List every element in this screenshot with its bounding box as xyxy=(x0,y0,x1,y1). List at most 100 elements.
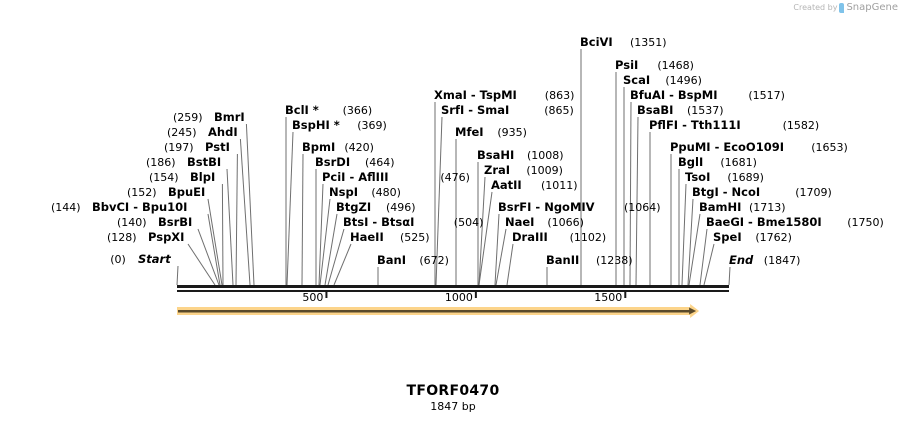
site-name: End xyxy=(729,253,754,267)
site-ahdi[interactable]: (245) AhdI xyxy=(167,125,238,139)
site-name: BtsI - BtsαI xyxy=(343,215,414,229)
site-mfei[interactable]: (935) MfeI xyxy=(455,125,527,139)
site-connector-line xyxy=(301,153,304,286)
snapgene-logo-icon xyxy=(839,2,845,13)
site-position: (197) xyxy=(164,141,194,154)
site-psii[interactable]: (1468) PsiI xyxy=(615,58,694,72)
site-btsi-bts-i[interactable]: (504) BtsI - BtsαI xyxy=(343,215,483,229)
feature-line xyxy=(178,310,692,313)
site-name: BamHI xyxy=(699,200,741,214)
site-position: (245) xyxy=(167,126,197,139)
site-bsrbi[interactable]: (140) BsrBI xyxy=(117,215,192,229)
site-name: ScaI xyxy=(623,73,650,87)
site-name: BlpI xyxy=(190,170,215,184)
site-name: DraIII xyxy=(512,230,548,244)
site-xmai-tspmi[interactable]: (863) XmaI - TspMI xyxy=(434,88,574,102)
site-start[interactable]: (0) Start xyxy=(110,252,171,266)
site-bbvci-bpu10i[interactable]: (144) BbvCI - Bpu10I xyxy=(51,200,187,214)
site-btgi-ncoi[interactable]: (1709) BtgI - NcoI xyxy=(692,185,832,199)
site-bsahi[interactable]: (1008) BsaHI xyxy=(477,148,564,162)
site-connector-line xyxy=(197,228,220,286)
snapgene-watermark: Created by SnapGene xyxy=(793,2,898,13)
site-name: ZraI xyxy=(484,163,510,177)
site-banii[interactable]: (1238) BanII xyxy=(546,253,633,267)
site-bcivi[interactable]: (1351) BciVI xyxy=(580,35,667,49)
site-connector-line xyxy=(239,138,251,286)
site-position: (1750) xyxy=(847,216,884,229)
site-bmri[interactable]: (259) BmrI xyxy=(173,110,245,124)
site-position: (1009) xyxy=(526,164,563,177)
site-position: (1653) xyxy=(811,141,848,154)
site-connector-line xyxy=(699,228,708,286)
site-bsrdi[interactable]: (464) BsrDI xyxy=(315,155,395,169)
site-name: BsaHI xyxy=(477,148,514,162)
site-connector-line xyxy=(681,183,687,286)
site-connector-line xyxy=(318,183,324,286)
site-name: SrfI - SmaI xyxy=(441,103,509,117)
site-name: BpmI xyxy=(302,140,335,154)
site-haeii[interactable]: (525) HaeII xyxy=(350,230,430,244)
site-btgzi[interactable]: (496) BtgZI xyxy=(336,200,416,214)
site-position: (1847) xyxy=(764,254,801,267)
site-pcii-afliii[interactable]: (476) PciI - AflIII xyxy=(322,170,470,184)
site-zrai[interactable]: (1009) ZraI xyxy=(484,163,563,177)
site-pflfi-tth111i[interactable]: (1582) PflFI - Tth111I xyxy=(649,118,819,132)
site-aatii[interactable]: (1011) AatII xyxy=(491,178,578,192)
site-name: BclI * xyxy=(285,103,319,117)
site-name: BtgZI xyxy=(336,200,371,214)
ruler-tick-label: 500 xyxy=(302,291,323,304)
site-connector-line xyxy=(478,191,493,286)
site-name: Start xyxy=(138,252,171,266)
site-position: (496) xyxy=(386,201,416,214)
site-bpmi[interactable]: (420) BpmI xyxy=(302,140,374,154)
site-bpuei[interactable]: (152) BpuEI xyxy=(127,185,205,199)
site-spei[interactable]: (1762) SpeI xyxy=(713,230,792,244)
site-connector-line xyxy=(687,198,694,286)
site-pspxi[interactable]: (128) PspXI xyxy=(107,230,184,244)
site-bamhi[interactable]: (1713) BamHI xyxy=(699,200,786,214)
site-bsabi[interactable]: (1537) BsaBI xyxy=(637,103,724,117)
site-position: (369) xyxy=(357,119,387,132)
site-name: HaeII xyxy=(350,230,384,244)
site-bstbi[interactable]: (186) BstBI xyxy=(146,155,221,169)
site-connector-line xyxy=(207,213,221,286)
site-position: (525) xyxy=(400,231,430,244)
site-position: (186) xyxy=(146,156,176,169)
sequence-ruler: 500 1000 1500 xyxy=(177,285,729,304)
site-tsoi[interactable]: (1689) TsoI xyxy=(685,170,764,184)
site-name: BstBI xyxy=(187,155,221,169)
ruler-tick xyxy=(474,291,477,298)
site-position: (1709) xyxy=(795,186,832,199)
site-position: (504) xyxy=(454,216,484,229)
site-bgli[interactable]: (1681) BglI xyxy=(678,155,757,169)
site-end[interactable]: (1847) End xyxy=(729,253,800,267)
site-bani[interactable]: (672) BanI xyxy=(377,253,449,267)
site-naei[interactable]: (1066) NaeI xyxy=(505,215,584,229)
site-name: BmrI xyxy=(214,110,245,124)
site-bsphi[interactable]: (369) BspHI * xyxy=(292,118,387,132)
site-draiii[interactable]: (1102) DraIII xyxy=(512,230,606,244)
site-nspi[interactable]: (480) NspI xyxy=(329,185,401,199)
site-psti[interactable]: (197) PstI xyxy=(164,140,230,154)
site-bfuai-bspmi[interactable]: (1517) BfuAI - BspMI xyxy=(630,88,785,102)
site-position: (863) xyxy=(545,89,575,102)
site-name: AhdI xyxy=(208,125,238,139)
site-name: BbvCI - Bpu10I xyxy=(92,200,187,214)
site-srfi-smai[interactable]: (865) SrfI - SmaI xyxy=(441,103,574,117)
site-connector-line xyxy=(187,243,216,286)
site-position: (935) xyxy=(497,126,527,139)
site-baegi-bme1580i[interactable]: (1750) BaeGI - Bme1580I xyxy=(706,215,884,229)
site-blpi[interactable]: (154) BlpI xyxy=(149,170,215,184)
site-ppumi-ecoo109i[interactable]: (1653) PpuMI - EcoO109I xyxy=(670,140,848,154)
site-position: (1066) xyxy=(547,216,584,229)
site-bcli[interactable]: (366) BclI * xyxy=(285,103,372,117)
site-scai[interactable]: (1496) ScaI xyxy=(623,73,702,87)
site-connector-line xyxy=(319,198,331,286)
site-position: (1689) xyxy=(727,171,764,184)
site-name: BsrDI xyxy=(315,155,350,169)
orf-feature-arrow[interactable] xyxy=(177,304,700,318)
site-name: BsrFI - NgoMIV xyxy=(498,200,595,214)
site-bsrfi-ngomiv[interactable]: (1064) BsrFI - NgoMIV xyxy=(498,200,661,214)
site-position: (144) xyxy=(51,201,81,214)
site-position: (1681) xyxy=(720,156,757,169)
